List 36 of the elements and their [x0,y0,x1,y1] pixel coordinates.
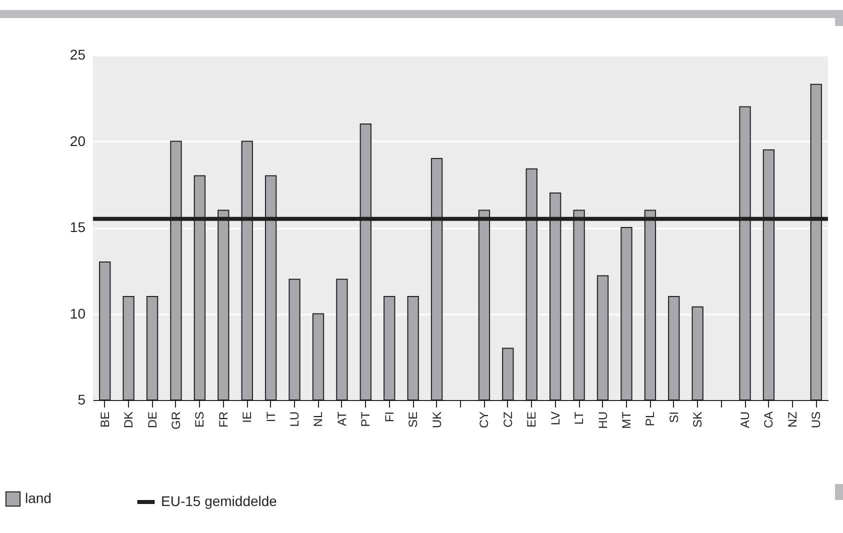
x-tick-label: FI [382,412,396,422]
x-tick-label: AT [334,410,349,426]
x-tick-label: LU [288,412,302,427]
x-tick-label: HU [596,412,610,429]
x-tick-label: GR [168,411,183,430]
x-tick-label: DE [145,412,160,428]
x-tick-label: LT [572,410,586,425]
y-tick-label: 25 [70,46,86,62]
x-tick-label: NL [311,411,326,427]
y-tick-label: 20 [70,132,86,149]
x-tick-label: PT [358,410,373,427]
x-tick-label: US [809,412,824,428]
x-tick-label: SK [690,412,705,428]
x-tick-label: CZ [500,412,515,428]
x-tick-label: BE [98,412,112,428]
x-tick-label: CY [477,412,492,428]
x-tick-label: NZ [785,412,800,428]
x-tick-label: DK [122,412,136,428]
x-tick-label: IT [264,410,278,422]
x-tick-label: CA [762,412,776,428]
y-tick-label: 10 [70,305,86,322]
x-tick-label: UK [430,412,444,428]
legend-label: EU-15 gemiddelde [161,493,278,509]
x-tick-label: EE [524,412,539,428]
x-tick-label: IE [240,412,254,423]
x-tick-label: PL [643,411,658,426]
legend-label: land [25,490,52,506]
x-tick-label: AU [738,412,752,428]
x-tick-label: ES [192,412,207,428]
y-tick-label: 5 [78,392,86,408]
x-tick-label: SI [666,412,681,423]
x-tick-label: SE [406,412,420,428]
x-tick-label: FR [216,411,230,428]
x-tick-label: LV [548,412,562,426]
x-tick-label: MT [619,410,634,429]
y-tick-label: 15 [70,219,86,235]
